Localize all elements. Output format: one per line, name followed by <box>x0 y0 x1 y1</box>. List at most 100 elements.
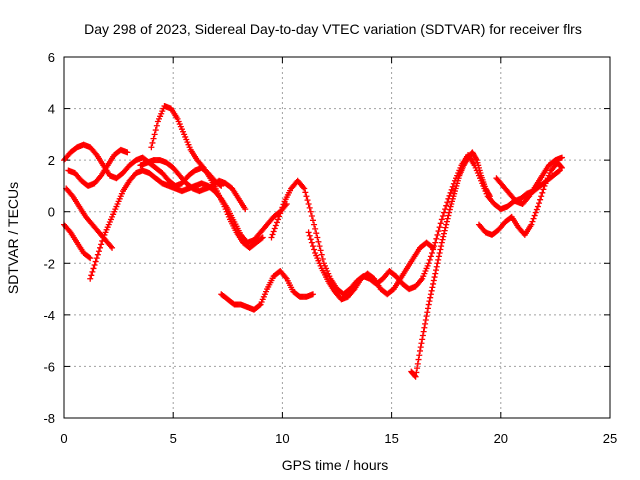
x-tick-label: 15 <box>384 431 398 446</box>
data-point <box>432 270 439 277</box>
data-point <box>442 224 449 231</box>
data-point <box>319 255 326 262</box>
data-point <box>199 163 206 170</box>
data-point <box>124 149 131 156</box>
series-arc-7 <box>137 157 249 213</box>
data-point <box>486 191 493 198</box>
data-point <box>425 260 432 267</box>
data-point <box>412 373 419 380</box>
data-point <box>309 243 316 250</box>
data-point <box>444 215 451 222</box>
data-point <box>268 234 275 241</box>
y-axis-label: SDTVAR / TECUs <box>5 182 21 294</box>
data-point <box>420 328 427 335</box>
grid-lines <box>64 57 610 418</box>
data-point <box>425 301 432 308</box>
data-point <box>441 209 448 216</box>
data-point <box>417 344 424 351</box>
data-point <box>279 204 286 211</box>
data-point <box>443 202 450 209</box>
data-point <box>540 186 547 193</box>
data-point <box>536 200 543 207</box>
y-tick-label: 6 <box>48 50 55 65</box>
data-point <box>436 224 443 231</box>
data-point <box>91 262 98 269</box>
data-point <box>86 254 93 261</box>
data-point <box>278 207 285 214</box>
data-point <box>532 209 539 216</box>
data-point <box>306 204 313 211</box>
data-point <box>97 244 104 251</box>
x-tick-label: 25 <box>603 431 617 446</box>
data-point <box>529 218 536 225</box>
data-point <box>429 284 436 291</box>
data-point <box>99 237 106 244</box>
data-point <box>427 294 434 301</box>
data-point <box>432 239 439 246</box>
data-point <box>539 189 546 196</box>
data-point <box>433 267 440 274</box>
data-point <box>97 173 104 180</box>
y-tick-label: 0 <box>48 205 55 220</box>
data-point <box>429 249 436 256</box>
data-point <box>282 274 289 281</box>
data-point <box>426 256 433 263</box>
data-point <box>93 255 100 262</box>
data-point <box>431 274 438 281</box>
data-point <box>427 253 434 260</box>
y-tick-label: -4 <box>43 308 55 323</box>
data-point <box>317 247 324 254</box>
data-point <box>107 243 114 250</box>
data-point <box>312 225 319 232</box>
data-point <box>309 217 316 224</box>
series-arc-5 <box>87 167 290 282</box>
data-point <box>418 277 425 284</box>
data-point <box>305 229 312 236</box>
data-point <box>438 243 445 250</box>
data-point <box>66 228 73 235</box>
data-point <box>414 360 421 367</box>
data-point <box>318 251 325 258</box>
data-point <box>152 127 159 134</box>
data-point <box>269 231 276 238</box>
data-point <box>558 154 565 161</box>
data-point <box>109 244 116 251</box>
data-point <box>438 216 445 223</box>
data-point <box>308 213 315 220</box>
x-tick-label: 5 <box>170 431 177 446</box>
data-point <box>533 206 540 213</box>
data-point <box>473 155 480 162</box>
data-point <box>308 239 315 246</box>
series-arc-12 <box>475 159 565 238</box>
data-point <box>419 332 426 339</box>
data-point <box>441 227 448 234</box>
data-point <box>98 241 105 248</box>
data-point <box>486 193 493 200</box>
data-point <box>272 222 279 229</box>
data-point <box>307 236 314 243</box>
data-point <box>435 228 442 235</box>
y-tick-label: -2 <box>43 256 55 271</box>
data-point <box>148 144 155 151</box>
data-point <box>270 228 277 235</box>
data-points <box>61 102 565 380</box>
data-point <box>422 317 429 324</box>
data-point <box>433 235 440 242</box>
y-tick-label: -6 <box>43 359 55 374</box>
data-point <box>437 220 444 227</box>
data-point <box>275 216 282 223</box>
data-point <box>259 234 266 241</box>
data-point <box>311 221 318 228</box>
data-point <box>448 186 455 193</box>
data-point <box>151 131 158 138</box>
data-point <box>305 200 312 207</box>
data-point <box>87 275 94 282</box>
data-point <box>538 193 545 200</box>
data-point <box>443 218 450 225</box>
data-point <box>150 135 157 142</box>
data-point <box>273 219 280 226</box>
axis-ticks: 0 5 10 15 20 25 -8 -6 -4 -2 0 2 4 6 <box>43 50 617 446</box>
data-point <box>444 199 451 206</box>
